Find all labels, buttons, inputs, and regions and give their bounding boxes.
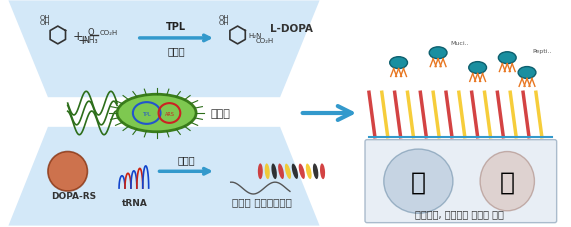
Text: +: + <box>73 30 83 43</box>
Ellipse shape <box>469 62 486 74</box>
Ellipse shape <box>518 67 536 79</box>
FancyBboxPatch shape <box>365 140 557 223</box>
Text: 생합성: 생합성 <box>178 155 195 165</box>
FancyArrowPatch shape <box>303 107 352 120</box>
Text: OH: OH <box>219 20 229 26</box>
Text: OH: OH <box>39 20 50 26</box>
Text: TPL: TPL <box>166 22 186 32</box>
Ellipse shape <box>306 164 312 179</box>
Text: 접착성 항균펜타이드: 접착성 항균펜타이드 <box>232 196 292 206</box>
Text: 🦷: 🦷 <box>500 169 515 193</box>
Text: Muci..: Muci.. <box>451 41 469 46</box>
Polygon shape <box>9 127 320 226</box>
Text: 🩺: 🩺 <box>411 169 426 193</box>
Text: CO₂H: CO₂H <box>255 38 274 44</box>
Text: 생합성: 생합성 <box>167 46 185 56</box>
Ellipse shape <box>271 164 277 179</box>
Ellipse shape <box>480 152 534 211</box>
Text: OH: OH <box>219 15 229 21</box>
Ellipse shape <box>320 164 325 179</box>
Text: H₂N: H₂N <box>248 33 262 39</box>
Ellipse shape <box>498 52 516 64</box>
Ellipse shape <box>48 152 87 191</box>
Text: L-DOPA: L-DOPA <box>270 24 313 34</box>
Text: 의료기기, 임플란트 제품에 적용: 의료기기, 임플란트 제품에 적용 <box>416 208 504 218</box>
Text: Pepti..: Pepti.. <box>532 49 552 54</box>
Ellipse shape <box>258 164 263 179</box>
Ellipse shape <box>278 164 284 179</box>
Ellipse shape <box>299 164 305 179</box>
Ellipse shape <box>117 95 196 132</box>
Text: 대장균: 대장균 <box>211 109 231 118</box>
Text: +: + <box>77 34 88 47</box>
Text: tRNA: tRNA <box>122 198 148 207</box>
Ellipse shape <box>292 164 298 179</box>
Ellipse shape <box>265 164 270 179</box>
Text: TPL: TPL <box>142 111 151 116</box>
Polygon shape <box>9 1 320 98</box>
Text: DOPA-RS: DOPA-RS <box>51 192 96 201</box>
Text: CO₂H: CO₂H <box>99 30 118 36</box>
Text: ARS: ARS <box>164 111 174 116</box>
Ellipse shape <box>313 164 319 179</box>
Text: O: O <box>87 28 94 37</box>
Ellipse shape <box>384 149 453 213</box>
Ellipse shape <box>429 48 447 59</box>
Text: OH: OH <box>39 15 50 21</box>
Text: NH₃: NH₃ <box>83 36 98 45</box>
Ellipse shape <box>390 57 408 69</box>
Ellipse shape <box>285 164 291 179</box>
